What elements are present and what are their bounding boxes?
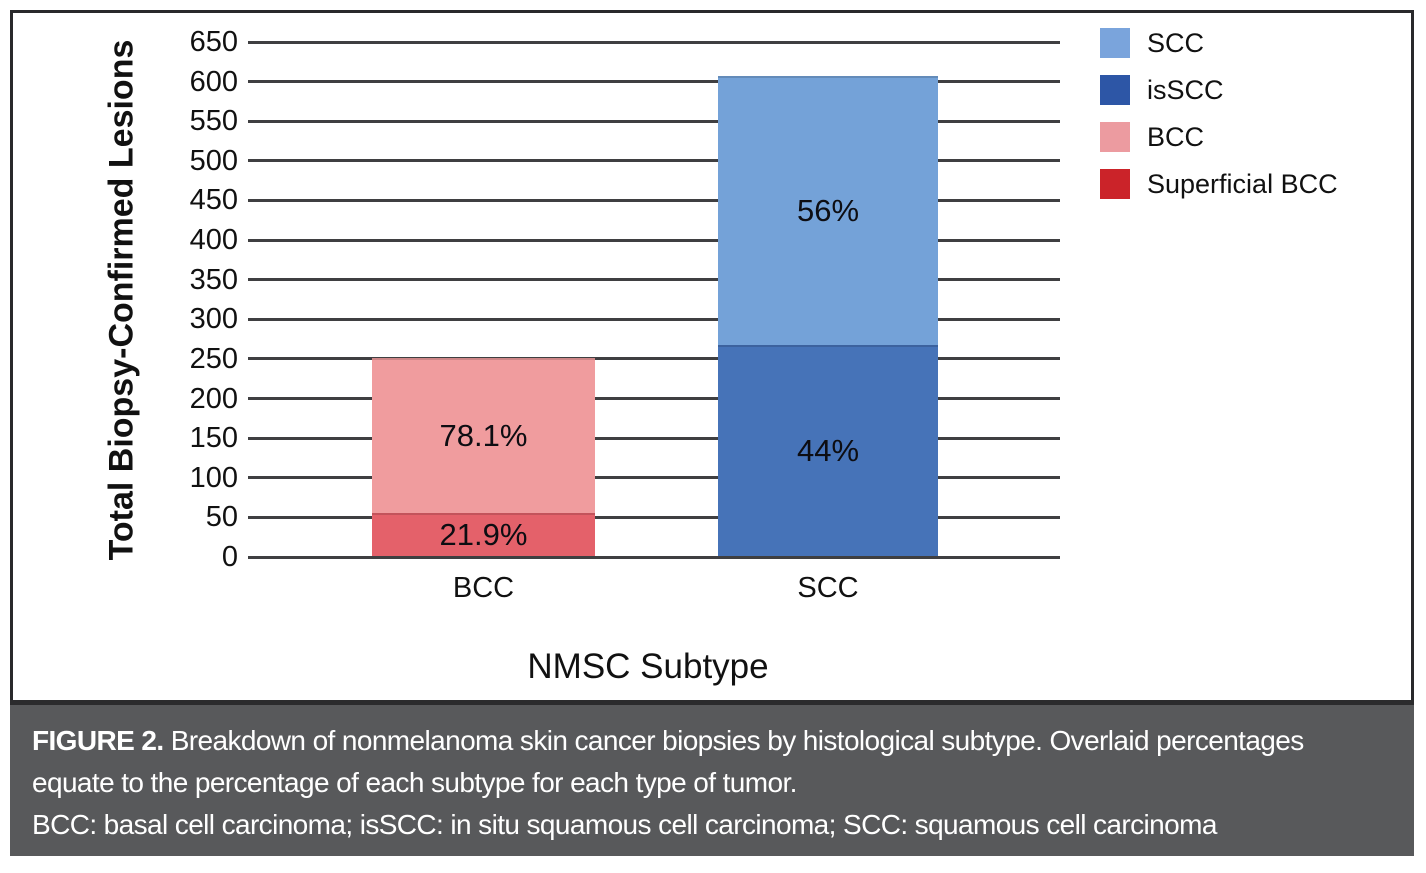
y-tick-label: 400 bbox=[189, 224, 238, 257]
gridline-y-200 bbox=[248, 397, 1060, 401]
gridline-y-600 bbox=[248, 80, 1060, 84]
y-tick-label: 500 bbox=[189, 144, 238, 177]
legend-swatch-icon bbox=[1100, 122, 1130, 152]
caption-abbreviations: BCC: basal cell carcinoma; isSCC: in sit… bbox=[32, 809, 1217, 840]
gridline-y-450 bbox=[248, 198, 1060, 202]
bar-segment-percentage: 78.1% bbox=[439, 417, 528, 453]
y-tick-label: 350 bbox=[189, 263, 238, 296]
gridline-y-500 bbox=[248, 159, 1060, 163]
figure-caption: FIGURE 2. Breakdown of nonmelanoma skin … bbox=[10, 700, 1414, 856]
legend-item-label: BCC bbox=[1147, 122, 1205, 152]
y-tick-label: 650 bbox=[189, 26, 238, 58]
bar-segment-superficial-bcc: 21.9% bbox=[372, 513, 595, 557]
gridline-y-250 bbox=[248, 357, 1060, 361]
legend-item-label: isSCC bbox=[1147, 75, 1224, 105]
legend-item-bcc: BCC bbox=[1100, 122, 1338, 152]
gridline-y-100 bbox=[248, 476, 1060, 480]
legend-item-isscc: isSCC bbox=[1100, 75, 1338, 105]
y-tick-label: 50 bbox=[205, 501, 238, 534]
gridline-y-150 bbox=[248, 436, 1060, 440]
gridline-y-650 bbox=[248, 40, 1060, 44]
bar-segment-bcc: 78.1% bbox=[372, 358, 595, 514]
y-tick-label: 0 bbox=[221, 541, 238, 573]
legend-item-label: Superficial BCC bbox=[1147, 169, 1338, 199]
caption-body: Breakdown of nonmelanoma skin cancer bio… bbox=[32, 725, 1304, 798]
bar-segment-scc: 56% bbox=[718, 76, 938, 346]
legend-item-superficial-bcc: Superficial BCC bbox=[1100, 169, 1338, 199]
y-tick-label: 200 bbox=[189, 382, 238, 415]
gridline-y-550 bbox=[248, 119, 1060, 123]
y-tick-label: 600 bbox=[189, 65, 238, 98]
gridline-y-350 bbox=[248, 278, 1060, 282]
gridline-y-0 bbox=[248, 555, 1060, 559]
y-tick-label: 450 bbox=[189, 184, 238, 217]
bar-segment-percentage: 21.9% bbox=[439, 517, 528, 553]
chart-legend: SCC isSCC BCC Superficial BCC bbox=[1100, 28, 1338, 199]
x-tick-label-scc: SCC bbox=[797, 572, 859, 604]
legend-item-scc: SCC bbox=[1100, 28, 1338, 58]
bar-segment-isscc: 44% bbox=[718, 345, 938, 557]
y-tick-label: 300 bbox=[189, 303, 238, 336]
y-tick-label: 550 bbox=[189, 105, 238, 138]
legend-swatch-icon bbox=[1100, 169, 1130, 199]
y-tick-label: 250 bbox=[189, 342, 238, 375]
caption-text-line: FIGURE 2. Breakdown of nonmelanoma skin … bbox=[32, 720, 1392, 804]
bar-segment-percentage: 56% bbox=[796, 192, 860, 228]
gridline-y-50 bbox=[248, 515, 1060, 519]
caption-figure-label: FIGURE 2. bbox=[32, 725, 164, 756]
gridline-y-300 bbox=[248, 317, 1060, 321]
legend-item-label: SCC bbox=[1147, 28, 1205, 58]
legend-swatch-icon bbox=[1100, 75, 1130, 105]
gridline-y-400 bbox=[248, 238, 1060, 242]
x-tick-label-bcc: BCC bbox=[452, 572, 515, 604]
y-tick-label: 150 bbox=[189, 422, 238, 455]
bar-segment-percentage: 44% bbox=[796, 433, 860, 469]
y-tick-label: 100 bbox=[189, 461, 238, 494]
legend-swatch-icon bbox=[1100, 28, 1130, 58]
x-axis-title: NMSC Subtype bbox=[527, 647, 769, 686]
